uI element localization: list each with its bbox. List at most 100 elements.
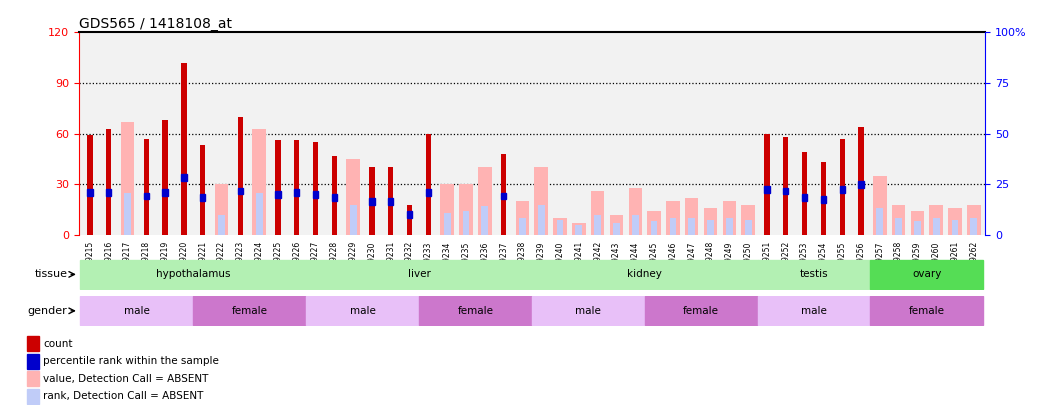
Bar [350, 205, 356, 235]
Bar [531, 296, 645, 326]
Bar [970, 218, 977, 235]
Bar [783, 188, 788, 194]
Text: liver: liver [408, 269, 431, 279]
Bar [933, 218, 940, 235]
Bar [144, 193, 149, 200]
Bar [501, 193, 506, 200]
Text: rank, Detection Call = ABSENT: rank, Detection Call = ABSENT [43, 391, 203, 401]
Bar [704, 208, 717, 235]
Bar [575, 225, 583, 235]
Bar [914, 222, 921, 235]
Text: female: female [457, 306, 494, 316]
Bar [87, 135, 92, 235]
Text: female: female [683, 306, 719, 316]
Bar [858, 181, 864, 188]
Bar [519, 218, 526, 235]
Bar [121, 122, 134, 235]
Bar [388, 167, 393, 235]
Bar [685, 198, 699, 235]
Bar [629, 188, 642, 235]
Text: tissue: tissue [35, 269, 67, 279]
Bar [193, 296, 306, 326]
Bar [369, 198, 374, 205]
Bar [648, 211, 661, 235]
Bar [722, 201, 736, 235]
Text: male: male [575, 306, 602, 316]
Bar [27, 389, 39, 403]
Bar [200, 194, 205, 201]
Bar [764, 134, 769, 235]
Bar [444, 213, 451, 235]
Bar [501, 154, 506, 235]
Bar [238, 117, 243, 235]
Bar [531, 260, 758, 289]
Bar [516, 201, 529, 235]
Bar [591, 191, 605, 235]
Bar [294, 190, 300, 196]
Bar [839, 186, 845, 193]
Text: GDS565 / 1418108_at: GDS565 / 1418108_at [79, 17, 232, 31]
Bar [200, 145, 205, 235]
Text: gender: gender [27, 306, 67, 316]
Bar [758, 260, 871, 289]
Bar [425, 134, 431, 235]
Bar [407, 205, 412, 235]
Text: value, Detection Call = ABSENT: value, Detection Call = ABSENT [43, 374, 209, 384]
Bar [81, 260, 306, 289]
Bar [276, 191, 281, 198]
Bar [369, 167, 374, 235]
Bar [407, 211, 412, 218]
Bar [892, 205, 905, 235]
Bar [534, 167, 548, 235]
Text: testis: testis [800, 269, 828, 279]
Bar [81, 296, 193, 326]
Text: male: male [801, 306, 827, 316]
Bar [764, 186, 769, 193]
Bar [106, 129, 111, 235]
Text: male: male [124, 306, 150, 316]
Bar [162, 120, 168, 235]
Bar [553, 218, 567, 235]
Bar [821, 162, 826, 235]
Bar [895, 218, 902, 235]
Bar [858, 127, 864, 235]
Bar [726, 218, 733, 235]
Bar [873, 176, 887, 235]
Bar [313, 142, 319, 235]
Bar [218, 215, 225, 235]
Bar [613, 223, 619, 235]
Bar [594, 215, 602, 235]
Bar [425, 190, 431, 196]
Bar [462, 211, 470, 235]
Bar [667, 201, 680, 235]
Bar [871, 296, 983, 326]
Bar [948, 208, 962, 235]
Bar [106, 190, 111, 196]
Bar [839, 139, 845, 235]
Bar [758, 296, 871, 326]
Bar [741, 205, 755, 235]
Bar [332, 194, 337, 201]
Bar [572, 223, 586, 235]
Bar [556, 220, 564, 235]
Bar [632, 215, 638, 235]
Bar [876, 208, 883, 235]
Bar [181, 174, 187, 181]
Text: percentile rank within the sample: percentile rank within the sample [43, 356, 219, 366]
Bar [783, 137, 788, 235]
Text: female: female [232, 306, 267, 316]
Bar [162, 190, 168, 196]
Bar [478, 167, 492, 235]
Bar [276, 141, 281, 235]
Bar [27, 354, 39, 369]
Bar [459, 184, 473, 235]
Text: male: male [350, 306, 375, 316]
Bar [306, 260, 531, 289]
Bar [821, 196, 826, 203]
Bar [802, 194, 807, 201]
Bar [27, 337, 39, 351]
Bar [253, 129, 266, 235]
Bar [181, 63, 187, 235]
Bar [802, 152, 807, 235]
Text: kidney: kidney [628, 269, 662, 279]
